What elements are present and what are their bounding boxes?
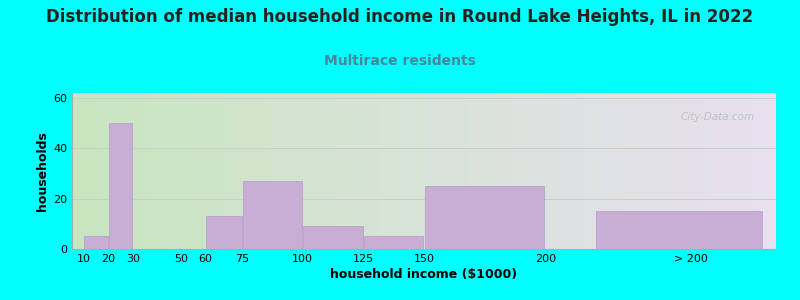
Text: City-Data.com: City-Data.com: [681, 112, 755, 122]
Bar: [206, 216, 242, 249]
X-axis label: household income ($1000): household income ($1000): [330, 268, 518, 281]
Bar: [426, 186, 544, 249]
Bar: [84, 236, 108, 249]
Y-axis label: households: households: [36, 131, 49, 211]
Bar: [364, 236, 423, 249]
Bar: [596, 211, 762, 249]
Bar: [303, 226, 362, 249]
Bar: [109, 123, 133, 249]
Text: Multirace residents: Multirace residents: [324, 54, 476, 68]
Text: Distribution of median household income in Round Lake Heights, IL in 2022: Distribution of median household income …: [46, 8, 754, 26]
Bar: [242, 181, 302, 249]
